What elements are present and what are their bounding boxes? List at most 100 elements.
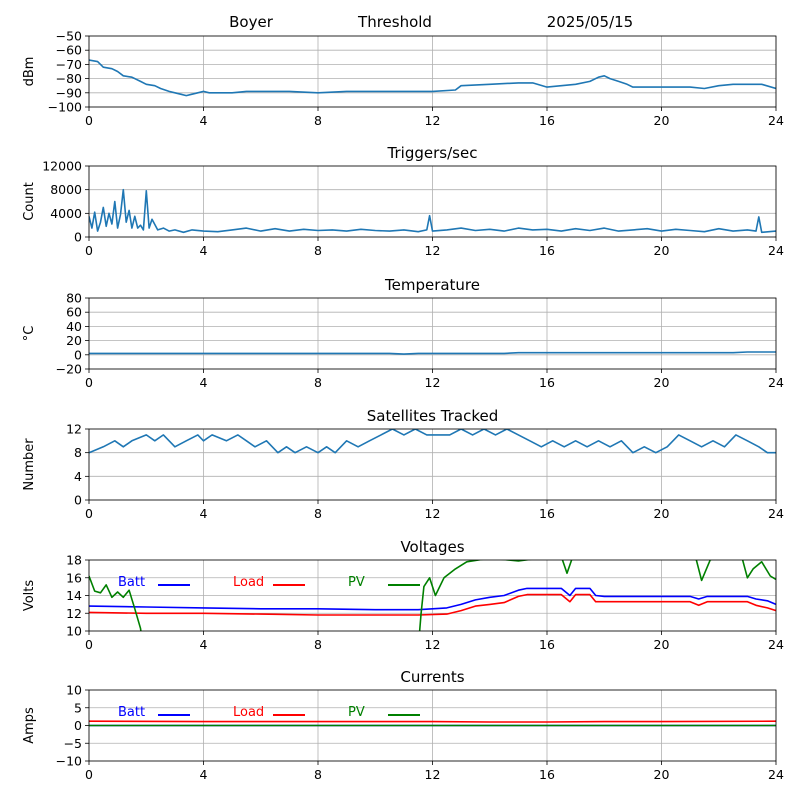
x-tick-label: 12 <box>425 637 441 652</box>
y-tick-label: 10 <box>66 624 82 639</box>
y-tick-label: −10 <box>56 754 82 769</box>
y-tick-label: −80 <box>56 71 82 86</box>
y-tick-label: 12000 <box>42 159 82 174</box>
x-tick-label: 0 <box>85 637 93 652</box>
series-line-pv <box>89 560 776 631</box>
x-tick-label: 12 <box>425 113 441 128</box>
chart-title: Triggers/sec <box>387 144 478 162</box>
chart-title: Temperature <box>384 276 480 294</box>
y-axis-label: °C <box>22 326 37 342</box>
x-tick-label: 8 <box>314 637 322 652</box>
x-tick-label: 12 <box>425 767 441 782</box>
x-tick-label: 20 <box>654 113 670 128</box>
y-tick-label: 16 <box>66 570 82 585</box>
x-tick-label: 8 <box>314 113 322 128</box>
x-tick-label: 12 <box>425 375 441 390</box>
x-tick-label: 24 <box>768 767 784 782</box>
x-tick-label: 20 <box>654 637 670 652</box>
chart-panel-5: 0 4 8 12 16 20 24 10 12 14 16 18 Voltages Volts Batt Lo… <box>22 538 784 652</box>
x-tick-label: 0 <box>85 506 93 521</box>
x-tick-label: 16 <box>539 113 555 128</box>
x-tick-label: 4 <box>200 243 208 258</box>
legend-label-load: Load <box>233 575 264 590</box>
x-tick-label: 0 <box>85 767 93 782</box>
x-tick-label: 24 <box>768 243 784 258</box>
series-line-1 <box>89 59 776 97</box>
y-tick-label: 5 <box>74 700 82 715</box>
x-tick-label: 0 <box>85 375 93 390</box>
y-tick-label: 80 <box>66 291 82 306</box>
x-tick-label: 0 <box>85 243 93 258</box>
x-tick-label: 4 <box>200 637 208 652</box>
x-tick-label: 4 <box>200 375 208 390</box>
legend: Batt Load PV <box>118 705 420 720</box>
x-tick-label: 8 <box>314 243 322 258</box>
chart-panel-6: 0 4 8 12 16 20 24 −10 −5 0 5 10 Currents Amps Batt Load… <box>22 668 784 782</box>
y-tick-label: 8 <box>74 445 82 460</box>
y-tick-label: 8000 <box>50 182 82 197</box>
legend-label-batt: Batt <box>118 705 145 720</box>
legend-label-load: Load <box>233 705 264 720</box>
x-tick-label: 4 <box>200 767 208 782</box>
chart-panel-4: 0 4 8 12 16 20 24 0 4 8 12 Satellites Tracked Number <box>22 407 784 521</box>
y-tick-label: 20 <box>66 333 82 348</box>
y-tick-label: −5 <box>64 736 82 751</box>
x-tick-label: 8 <box>314 375 322 390</box>
y-tick-label: −50 <box>56 29 82 44</box>
y-axis-label: Amps <box>22 707 37 744</box>
y-tick-label: 12 <box>66 422 82 437</box>
x-tick-label: 20 <box>654 243 670 258</box>
x-tick-label: 16 <box>539 767 555 782</box>
x-tick-label: 8 <box>314 506 322 521</box>
x-tick-label: 20 <box>654 506 670 521</box>
y-axis-label: Number <box>22 438 37 491</box>
x-tick-label: 16 <box>539 637 555 652</box>
y-tick-label: −100 <box>48 100 82 115</box>
x-tick-label: 12 <box>425 506 441 521</box>
series-line-1 <box>89 188 776 234</box>
x-tick-label: 0 <box>85 113 93 128</box>
y-tick-label: 12 <box>66 606 82 621</box>
y-tick-label: 18 <box>66 553 82 568</box>
x-tick-label: 20 <box>654 767 670 782</box>
x-tick-label: 24 <box>768 637 784 652</box>
y-tick-label: 10 <box>66 683 82 698</box>
y-tick-label: −90 <box>56 85 82 100</box>
x-tick-label: 4 <box>200 506 208 521</box>
y-tick-label: 0 <box>74 347 82 362</box>
x-tick-label: 16 <box>539 375 555 390</box>
chart-title: Voltages <box>400 538 464 556</box>
legend: Batt Load PV <box>118 575 420 590</box>
series-line-load <box>89 593 776 616</box>
legend-label-batt: Batt <box>118 575 145 590</box>
header-panel: Threshold <box>357 13 432 31</box>
x-tick-label: 4 <box>200 113 208 128</box>
chart-title: Satellites Tracked <box>367 407 498 425</box>
series-line-1 <box>89 351 776 355</box>
y-tick-label: 4000 <box>50 206 82 221</box>
header-site: Boyer <box>229 13 274 31</box>
chart-title: Currents <box>400 668 464 686</box>
x-tick-label: 12 <box>425 243 441 258</box>
y-tick-label: 14 <box>66 588 82 603</box>
series-line-load <box>89 720 776 723</box>
series-line-1 <box>89 429 776 454</box>
y-axis-label: dBm <box>22 57 37 87</box>
y-tick-label: 0 <box>74 493 82 508</box>
y-tick-label: −60 <box>56 43 82 58</box>
chart-panel-1: 0 4 8 12 16 20 24 −100−90−80−70−60−50 dBm <box>22 29 784 129</box>
y-tick-label: −20 <box>56 362 82 377</box>
x-tick-label: 24 <box>768 375 784 390</box>
y-tick-label: 0 <box>74 718 82 733</box>
figure-header: Boyer Threshold 2025/05/15 <box>229 13 633 31</box>
series-line-batt <box>89 587 776 611</box>
x-tick-label: 24 <box>768 113 784 128</box>
y-tick-label: −70 <box>56 57 82 72</box>
x-tick-label: 16 <box>539 506 555 521</box>
y-tick-label: 4 <box>74 469 82 484</box>
y-tick-label: 0 <box>74 230 82 245</box>
x-tick-label: 8 <box>314 767 322 782</box>
x-tick-label: 20 <box>654 375 670 390</box>
x-tick-label: 24 <box>768 506 784 521</box>
